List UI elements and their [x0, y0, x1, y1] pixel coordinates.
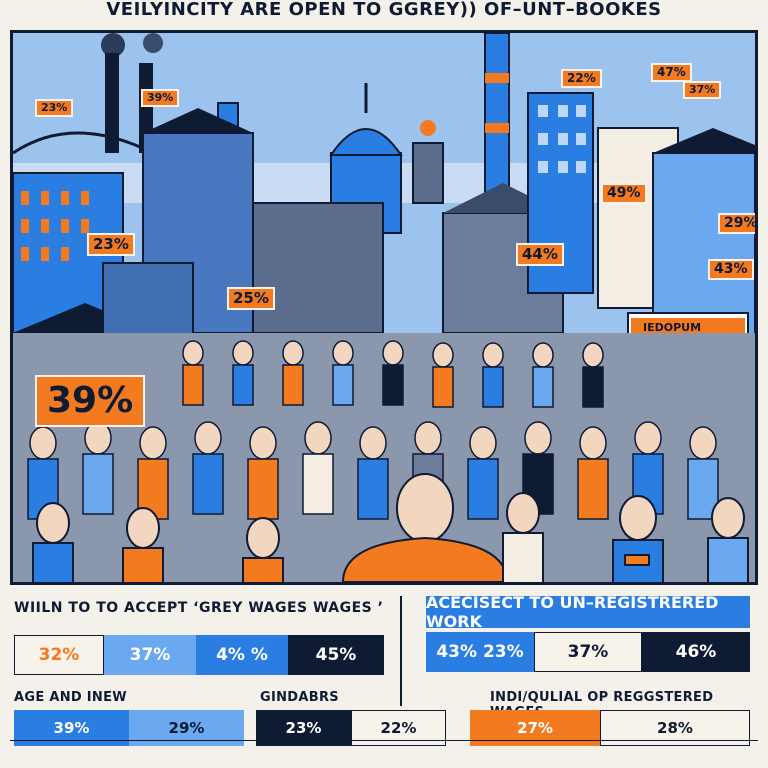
- percent-tag: 37%: [683, 81, 722, 100]
- bottom-rule: [10, 740, 758, 741]
- page-title: VEILYINCITY ARE OPEN TO GGREY)) OF–UNT–B…: [106, 0, 662, 20]
- unregistered-work-bar: 43% 23% 37% 46%: [426, 632, 750, 672]
- bar-segment: 46%: [642, 632, 750, 672]
- city-crowd-drawing: [13, 33, 755, 582]
- percent-tag: 23%: [35, 99, 74, 118]
- percent-tag: 22%: [561, 69, 602, 89]
- percent-tag: 43%: [708, 259, 754, 281]
- percent-tag: 39%: [141, 89, 180, 108]
- city-scene-illustration: 23% 39% 22% 47% 37% 49% 23% 44% 29% 43% …: [10, 30, 758, 585]
- left-panel-title: WIILN TO TO ACCEPT ‘GREY WAGES WAGES ’: [14, 600, 384, 616]
- right-panel-title: ACECISECT TO UN–REGISTRERED WORK: [426, 593, 750, 631]
- percent-tag: 47%: [651, 63, 692, 83]
- percent-tag: 23%: [87, 233, 135, 256]
- grey-wages-bar: 32% 37% 4% % 45%: [14, 635, 384, 675]
- bar-segment: 45%: [288, 635, 384, 675]
- age-caption: AGE AND INEW: [14, 690, 127, 705]
- percent-tag: 49%: [601, 183, 647, 205]
- bar-segment: 37%: [534, 632, 642, 672]
- percent-tag: 44%: [516, 243, 564, 266]
- panel-divider: [400, 596, 402, 706]
- percent-tag: 29%: [718, 213, 755, 235]
- percent-tag: 39%: [35, 375, 146, 427]
- percent-tag: 25%: [227, 287, 275, 310]
- bar-segment: 32%: [14, 635, 104, 675]
- gender-caption: GINDABRS: [260, 690, 339, 705]
- bar-segment: 4% %: [196, 635, 288, 675]
- bar-segment: 37%: [104, 635, 196, 675]
- bar-segment: 43% 23%: [426, 632, 534, 672]
- shop-sign: IEDOPUM: [643, 321, 702, 334]
